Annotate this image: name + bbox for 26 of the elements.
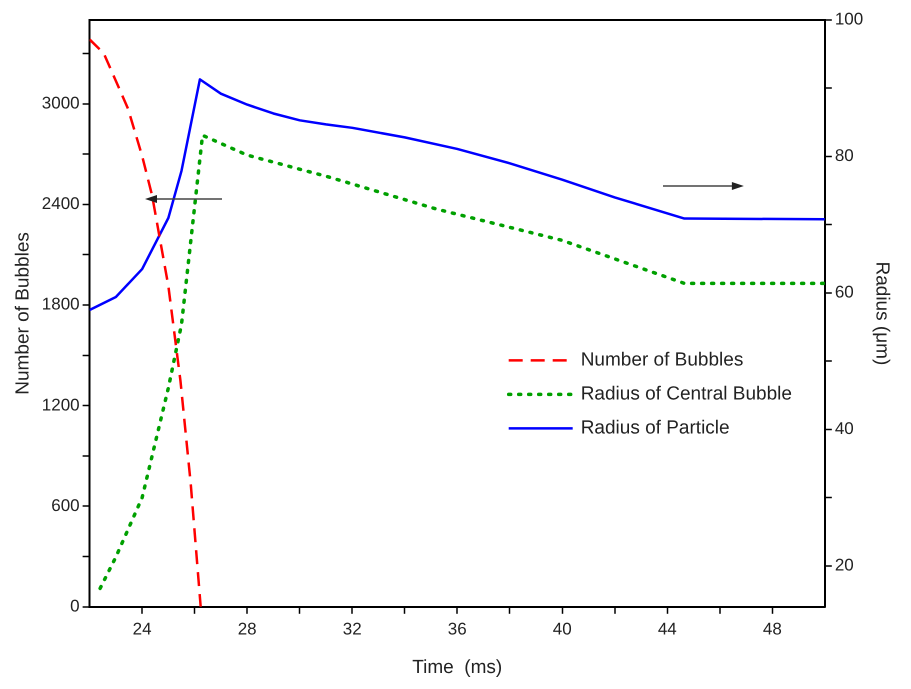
y2-tick-label: 40	[834, 419, 854, 438]
legend-label: Radius of Central Bubble	[580, 384, 792, 405]
y-tick-label: 1800	[42, 294, 80, 314]
x-tick-label: 32	[342, 620, 362, 639]
legend-label: Radius of Particle	[580, 418, 730, 439]
legend-label: Number of Bubbles	[580, 350, 744, 371]
x-tick-label: 24	[132, 620, 152, 639]
y2-axis-title: Radius (μm)	[871, 261, 892, 366]
x-tick-label: 28	[238, 620, 257, 639]
y2-tick-label: 20	[834, 556, 854, 575]
x-tick-label: 40	[552, 620, 572, 639]
y-tick-label: 600	[51, 496, 80, 515]
line-series	[90, 38, 202, 607]
y2-tick-label: 100	[834, 10, 864, 29]
x-tick-label: 36	[448, 620, 467, 639]
y-axis-title: Number of Bubbles	[12, 232, 34, 395]
y-tick-label: 0	[70, 596, 80, 616]
y2-tick-label: 80	[834, 146, 854, 166]
x-axis-title: Time (ms)	[412, 656, 502, 678]
y2-tick-label: 60	[834, 282, 854, 302]
x-tick-label: 48	[762, 620, 782, 639]
x-tick-label: 44	[658, 620, 677, 639]
y-tick-label: 2400	[42, 194, 80, 214]
line-series	[98, 134, 825, 590]
y-tick-label: 3000	[42, 94, 80, 113]
y-tick-label: 1200	[42, 395, 80, 414]
